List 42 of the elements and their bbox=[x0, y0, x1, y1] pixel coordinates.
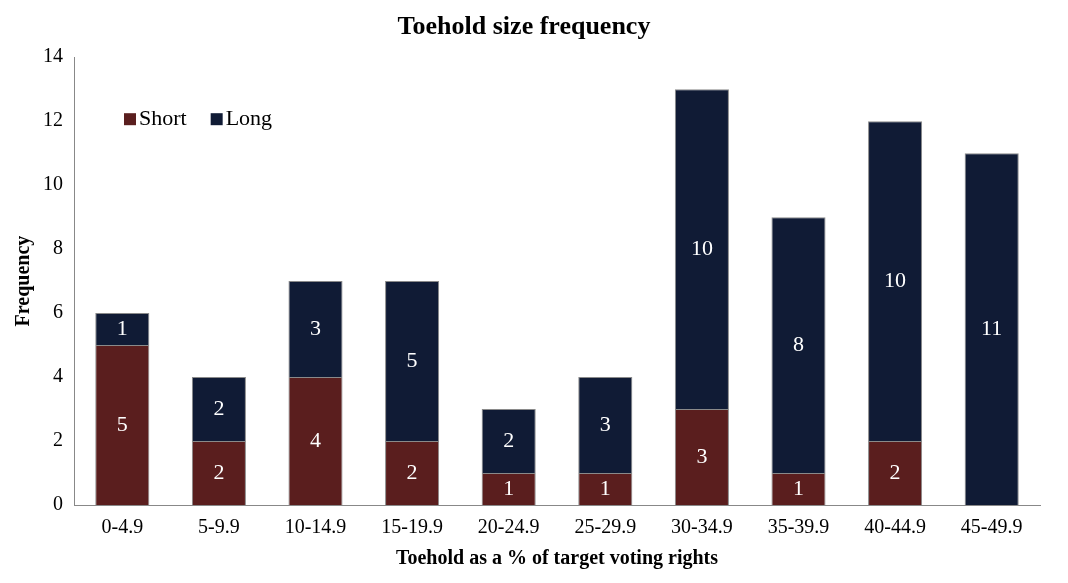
x-tick-label: 35-39.9 bbox=[767, 515, 830, 538]
data-label: 2 bbox=[213, 394, 225, 420]
y-axis-title: Frequency bbox=[11, 235, 35, 327]
data-label: 10 bbox=[690, 234, 713, 260]
data-label: 1 bbox=[793, 474, 804, 500]
data-label: 2 bbox=[503, 426, 515, 452]
data-label: 3 bbox=[310, 314, 321, 340]
data-label: 5 bbox=[116, 410, 128, 436]
x-tick-label: 40-44.9 bbox=[864, 515, 926, 538]
x-tick-label: 0-4.9 bbox=[101, 515, 144, 538]
legend-label: Short bbox=[139, 104, 187, 130]
x-tick-label: 30-34.9 bbox=[671, 515, 733, 538]
data-label: 10 bbox=[884, 266, 907, 292]
data-label: 3 bbox=[696, 442, 708, 468]
data-label: 1 bbox=[599, 474, 611, 500]
y-tick-label: 0 bbox=[53, 492, 63, 515]
y-tick-label: 14 bbox=[43, 44, 63, 67]
data-label: 2 bbox=[213, 458, 225, 484]
data-label: 2 bbox=[406, 458, 418, 484]
y-tick-label: 2 bbox=[53, 428, 63, 451]
y-tick-label: 12 bbox=[43, 108, 63, 131]
y-tick-label: 8 bbox=[53, 236, 63, 259]
x-tick-label: 15-19.9 bbox=[381, 515, 443, 538]
data-label: 5 bbox=[406, 346, 418, 372]
chart-title: Toehold size frequency bbox=[397, 11, 651, 41]
x-axis-title: Toehold as a % of target voting rights bbox=[395, 546, 719, 570]
x-tick-label: 25-29.9 bbox=[574, 515, 637, 538]
y-tick-label: 6 bbox=[53, 300, 63, 323]
x-tick-label: 10-14.9 bbox=[284, 515, 347, 538]
data-label: 3 bbox=[599, 410, 611, 436]
x-tick-label: 5-9.9 bbox=[198, 515, 240, 538]
legend-label: Long bbox=[225, 104, 273, 130]
data-label: 11 bbox=[981, 314, 1003, 340]
x-tick-label: 20-24.9 bbox=[477, 515, 540, 538]
y-tick-label: 4 bbox=[53, 364, 63, 387]
data-label: 2 bbox=[889, 458, 901, 484]
x-tick-label: 45-49.9 bbox=[960, 515, 1023, 538]
data-label: 4 bbox=[310, 426, 321, 452]
y-tick-label: 10 bbox=[43, 172, 63, 195]
data-label: 8 bbox=[793, 330, 804, 356]
data-label: 1 bbox=[503, 474, 515, 500]
data-label: 1 bbox=[116, 314, 128, 340]
